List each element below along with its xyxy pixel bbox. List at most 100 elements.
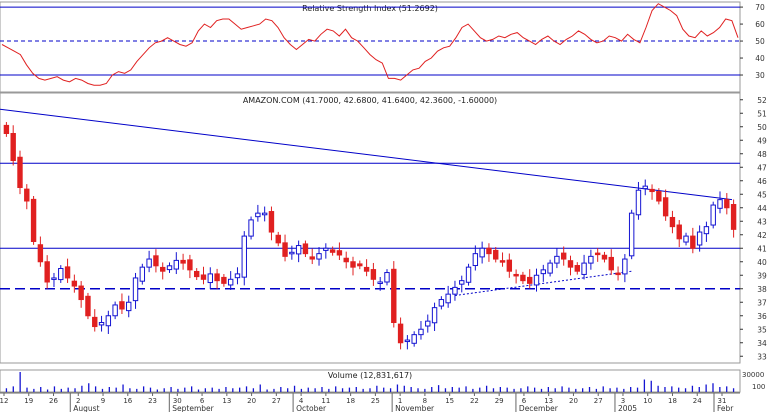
candle-body [452, 286, 458, 295]
candle-body [187, 259, 193, 271]
x-month-label: August [73, 404, 99, 412]
candle-body [465, 266, 472, 283]
x-day-label: 2 [76, 397, 80, 405]
x-day-label: 19 [24, 397, 33, 405]
price-tick-label: 45 [757, 190, 767, 199]
volume-tick-label: 100 [752, 383, 765, 391]
candle-body [642, 185, 648, 190]
candle-body [594, 252, 601, 256]
candle-body [64, 266, 71, 279]
candle-body [207, 273, 213, 284]
candle-body [37, 244, 44, 263]
candle-body [309, 256, 315, 260]
candle-body [282, 242, 288, 257]
candle-body [479, 247, 485, 258]
candle-body [391, 268, 397, 323]
x-day-label: 23 [148, 397, 157, 405]
candle-body [377, 281, 383, 284]
candle-body [295, 245, 302, 255]
candle-body [126, 301, 132, 312]
x-day-label: 25 [371, 397, 380, 405]
candle-body [78, 285, 84, 301]
volume-tick-label: 30000 [742, 371, 764, 379]
rsi-title: Relative Strength Index (51.2692) [302, 4, 438, 13]
x-day-label: 27 [594, 397, 603, 405]
price-tick-label: 39 [757, 271, 767, 280]
candle-body [17, 156, 23, 188]
candle-body [248, 219, 254, 237]
x-day-label: 20 [247, 397, 256, 405]
candle-body [397, 323, 404, 344]
x-day-label: 4 [299, 397, 304, 405]
candle-body [58, 268, 64, 281]
price-title: AMAZON.COM (41.7000, 42.6800, 41.6400, 4… [243, 96, 497, 105]
x-day-label: 16 [123, 397, 132, 405]
candle-body [649, 188, 655, 193]
candle-body [221, 276, 227, 284]
candle-body [227, 278, 234, 286]
candle-body [234, 273, 241, 279]
candle-body [656, 191, 662, 202]
price-tick-label: 49 [757, 136, 767, 145]
x-day-label: 31 [718, 397, 727, 405]
candle-body [669, 216, 676, 228]
x-month-label: November [395, 404, 435, 412]
rsi-frame [0, 1, 741, 93]
price-tick-label: 48 [757, 150, 767, 159]
x-day-label: 26 [49, 397, 58, 405]
candle-body [268, 211, 275, 233]
x-day-label: 6 [522, 397, 527, 405]
price-tick-label: 38 [757, 285, 767, 294]
rsi-tick-label: 30 [755, 71, 765, 80]
candle-body [499, 260, 506, 263]
x-day-label: 24 [693, 397, 702, 405]
candle-body [486, 247, 492, 255]
candle-body [160, 266, 166, 272]
candle-body [105, 315, 112, 327]
price-tick-label: 50 [757, 123, 767, 132]
price-panel: AMAZON.COM (41.7000, 42.6800, 41.6400, 4… [0, 92, 767, 364]
price-tick-label: 34 [757, 339, 767, 348]
candle-body [357, 263, 363, 267]
candle-body [71, 280, 78, 287]
candle-body [635, 189, 642, 216]
candle-body [513, 273, 519, 277]
x-day-label: 3 [621, 397, 625, 405]
candle-body [533, 274, 540, 286]
candle-body [540, 269, 547, 275]
candle-body [132, 277, 139, 302]
price-tick-label: 36 [757, 312, 767, 321]
x-day-label: 6 [200, 397, 205, 405]
candle-body [30, 198, 37, 243]
candle-body [44, 261, 50, 283]
candle-body [547, 262, 553, 274]
candle-body [506, 259, 513, 272]
candle-body [418, 328, 424, 336]
candle-body [180, 259, 186, 264]
price-support-trendline [454, 270, 633, 296]
rsi-tick-label: 50 [755, 37, 765, 46]
candle-body [554, 255, 560, 264]
x-day-label: 18 [668, 397, 677, 405]
candle-body [730, 204, 737, 230]
price-resistance-trendline [0, 108, 733, 201]
x-axis: 12 19 26 2 9 16 23 30 6 13 20 27 4 11 18 25 1 8 15 22 29 6 13 2… [0, 392, 740, 412]
candle-body [662, 197, 669, 217]
candle-body [425, 320, 431, 327]
candle-body [139, 266, 146, 282]
candle-body [520, 274, 526, 282]
candle-body [493, 249, 499, 260]
x-day-label: 13 [222, 397, 231, 405]
volume-title: Volume (12,831,617) [328, 371, 412, 380]
candle-body [411, 334, 417, 344]
candle-body [622, 258, 628, 275]
candle-body [343, 257, 349, 263]
price-tick-label: 40 [757, 258, 767, 267]
candle-body [615, 272, 621, 276]
candle-body [51, 277, 57, 280]
x-day-label: 11 [321, 397, 330, 405]
rsi-panel: Relative Strength Index (51.2692) 30 40 50… [0, 1, 765, 93]
candle-body [608, 256, 614, 271]
